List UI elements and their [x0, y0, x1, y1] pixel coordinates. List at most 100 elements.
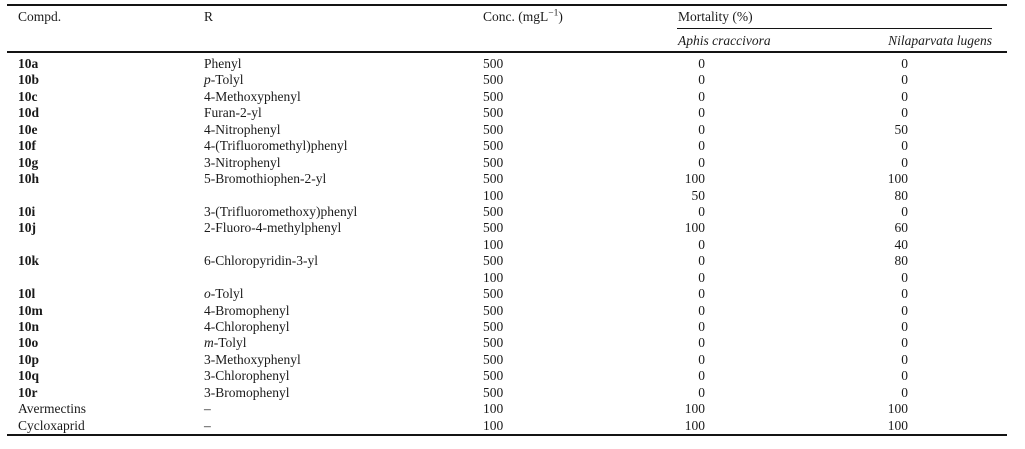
table-row: Cycloxaprid – 100 100 100 — [0, 418, 1025, 434]
mortality-aphis-cell: 0 — [698, 319, 705, 334]
mortality-aphis-cell: 100 — [684, 220, 705, 236]
compound-id-cell: 10r — [18, 384, 38, 400]
mortality-nilaparvata-cell: 0 — [901, 302, 908, 318]
mortality-nilaparvata-cell: 100 — [887, 417, 908, 433]
mortality-nilaparvata-cell: 0 — [901, 72, 908, 88]
mortality-nilaparvata-cell: 0 — [901, 154, 908, 170]
mortality-nilaparvata-cell: 0 — [901, 319, 908, 334]
table-row: 10b p-Tolyl 500 0 0 — [0, 72, 1025, 88]
compound-id-cell: 10c — [18, 88, 38, 104]
concentration-cell: 500 — [483, 286, 504, 302]
r-text: -Tolyl — [213, 335, 247, 351]
r-italic-prefix: o — [204, 286, 211, 302]
mortality-span-rule — [677, 28, 992, 30]
table-row: 10j 2-Fluoro-4-methylphenyl 500 100 60 — [0, 220, 1025, 236]
compound-id-cell: 10d — [18, 105, 40, 121]
column-header-compound: Compd. — [18, 9, 62, 24]
mortality-aphis-cell: 0 — [698, 154, 705, 170]
compound-id-cell: 10i — [18, 203, 36, 219]
concentration-cell: 500 — [483, 154, 504, 170]
table-row: 10q 3-Chlorophenyl 500 0 0 — [0, 368, 1025, 384]
mortality-nilaparvata-cell: 0 — [901, 269, 908, 285]
mortality-aphis-cell: 0 — [698, 138, 705, 154]
compound-id-cell: 10j — [18, 220, 36, 236]
r-substituent-cell: 3-Bromophenyl — [204, 385, 290, 401]
concentration-cell: 500 — [483, 88, 504, 104]
table-row: 100 50 80 — [0, 188, 1025, 204]
r-substituent-cell: 5-Bromothiophen-2-yl — [204, 171, 326, 187]
mortality-nilaparvata-cell: 0 — [901, 286, 908, 302]
mortality-aphis-cell: 0 — [698, 72, 705, 88]
r-substituent-cell: 4-Nitrophenyl — [204, 122, 281, 138]
mortality-aphis-cell: 100 — [684, 417, 705, 433]
mortality-aphis-cell: 0 — [698, 236, 705, 252]
mortality-aphis-cell: 0 — [698, 121, 705, 137]
mortality-aphis-cell: 0 — [698, 368, 705, 384]
r-substituent-cell: 3-Methoxyphenyl — [204, 352, 301, 368]
column-header-r-group: R — [204, 9, 214, 24]
mortality-nilaparvata-cell: 0 — [901, 138, 908, 154]
mortality-aphis-cell: 50 — [691, 187, 706, 203]
table-row: 100 0 40 — [0, 237, 1025, 253]
table-bottom-rule — [7, 434, 1007, 436]
r-substituent-cell: – — [204, 418, 211, 434]
r-substituent-cell: 3-(Trifluoromethoxy)phenyl — [204, 204, 357, 220]
mortality-nilaparvata-cell: 0 — [901, 56, 908, 71]
table-row: 100 0 0 — [0, 270, 1025, 286]
conc-unit-suffix: ) — [558, 9, 563, 24]
table-row: 10l o-Tolyl 500 0 0 — [0, 286, 1025, 302]
r-substituent-cell: p-Tolyl — [204, 72, 244, 88]
r-text: 4-Nitrophenyl — [204, 121, 281, 137]
compound-id-cell: 10n — [18, 319, 40, 334]
mortality-aphis-cell: 0 — [698, 105, 705, 121]
mortality-nilaparvata-cell: 100 — [887, 171, 908, 187]
column-header-concentration: Conc. (mgL−1) — [483, 9, 563, 25]
compound-id-cell: 10b — [18, 72, 40, 88]
r-substituent-cell: Furan-2-yl — [204, 105, 262, 121]
r-substituent-cell: 4-Methoxyphenyl — [204, 89, 301, 105]
table-row: Avermectins – 100 100 100 — [0, 401, 1025, 417]
compound-id-cell: Cycloxaprid — [18, 417, 85, 433]
mortality-aphis-cell: 0 — [698, 384, 705, 400]
table-row: 10f 4-(Trifluoromethyl)phenyl 500 0 0 — [0, 138, 1025, 154]
r-substituent-cell: Phenyl — [204, 56, 242, 72]
mortality-aphis-cell: 0 — [698, 286, 705, 302]
r-text: 3-Bromophenyl — [204, 384, 290, 400]
r-text: 5-Bromothiophen-2-yl — [204, 171, 327, 187]
mortality-aphis-cell: 0 — [698, 56, 705, 71]
r-substituent-cell: 4-(Trifluoromethyl)phenyl — [204, 138, 347, 154]
table-row: 10i 3-(Trifluoromethoxy)phenyl 500 0 0 — [0, 204, 1025, 220]
concentration-cell: 100 — [483, 417, 504, 433]
compound-id-cell: 10q — [18, 368, 40, 384]
r-text: 2-Fluoro-4-methylphenyl — [204, 220, 342, 236]
compound-id-cell: 10l — [18, 286, 36, 302]
mortality-aphis-cell: 100 — [684, 171, 705, 187]
r-italic-prefix: m — [204, 335, 214, 351]
mortality-nilaparvata-cell: 0 — [901, 203, 908, 219]
compound-id-cell: 10g — [18, 154, 39, 170]
column-header-mortality: Mortality (%) — [678, 9, 753, 24]
table-row: 10n 4-Chlorophenyl 500 0 0 — [0, 319, 1025, 335]
mortality-aphis-cell: 0 — [698, 203, 705, 219]
concentration-cell: 500 — [483, 351, 504, 367]
r-substituent-cell: 6-Chloropyridin-3-yl — [204, 253, 318, 269]
mortality-aphis-cell: 100 — [684, 401, 705, 417]
table-top-rule — [7, 4, 1007, 6]
concentration-cell: 500 — [483, 253, 504, 269]
mortality-aphis-cell: 0 — [698, 253, 705, 269]
mortality-nilaparvata-cell: 50 — [894, 121, 909, 137]
table-row: 10h 5-Bromothiophen-2-yl 500 100 100 — [0, 171, 1025, 187]
concentration-cell: 500 — [483, 368, 504, 384]
concentration-cell: 100 — [483, 236, 504, 252]
table-body: 10a Phenyl 500 0 0 10b p-Tolyl 500 0 0 1… — [0, 56, 1025, 434]
mortality-nilaparvata-cell: 60 — [894, 220, 909, 236]
mortality-nilaparvata-cell: 0 — [901, 351, 908, 367]
mortality-nilaparvata-cell: 0 — [901, 384, 908, 400]
table-row: 10k 6-Chloropyridin-3-yl 500 0 80 — [0, 253, 1025, 269]
concentration-cell: 500 — [483, 138, 504, 154]
r-text: 3-(Trifluoromethoxy)phenyl — [204, 203, 358, 219]
compound-id-cell: 10f — [18, 138, 36, 154]
r-substituent-cell: 3-Nitrophenyl — [204, 155, 281, 171]
r-text: 6-Chloropyridin-3-yl — [204, 253, 318, 269]
r-substituent-cell: 4-Chlorophenyl — [204, 319, 290, 335]
